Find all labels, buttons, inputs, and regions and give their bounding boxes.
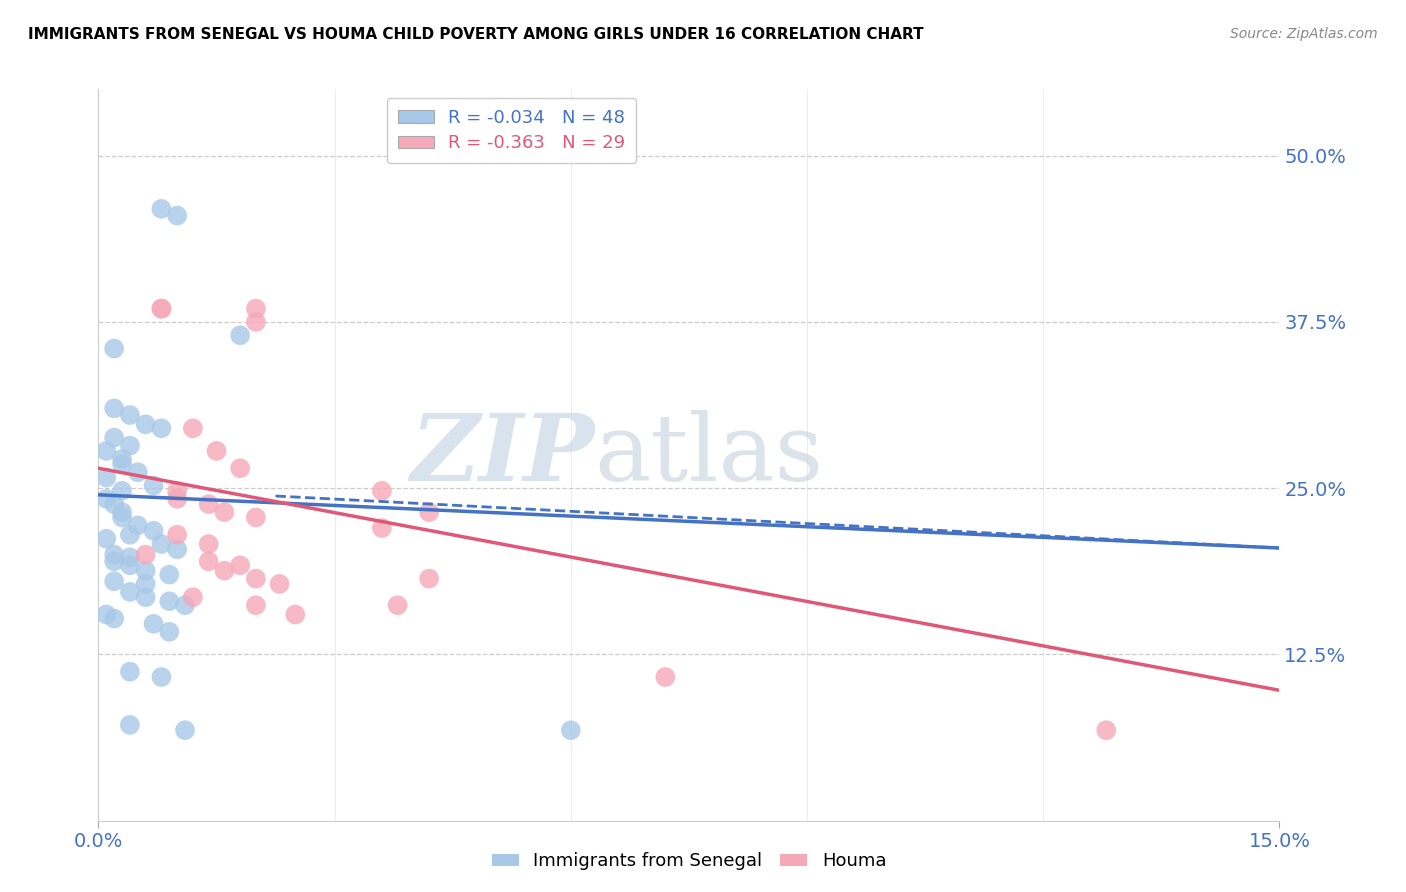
- Text: atlas: atlas: [595, 410, 824, 500]
- Point: [135, 577, 157, 591]
- Point: [103, 548, 125, 562]
- Point: [103, 497, 125, 511]
- Point: [174, 598, 197, 612]
- Point: [96, 607, 118, 622]
- Text: Source: ZipAtlas.com: Source: ZipAtlas.com: [1230, 27, 1378, 41]
- Point: [103, 574, 125, 589]
- Legend: Immigrants from Senegal, Houma: Immigrants from Senegal, Houma: [484, 845, 894, 878]
- Point: [127, 465, 149, 479]
- Point: [142, 478, 165, 492]
- Point: [111, 483, 134, 498]
- Point: [111, 505, 134, 519]
- Point: [118, 550, 141, 565]
- Point: [150, 537, 173, 551]
- Point: [118, 585, 141, 599]
- Point: [135, 564, 157, 578]
- Point: [214, 564, 236, 578]
- Point: [157, 567, 180, 582]
- Point: [96, 491, 118, 506]
- Point: [118, 527, 141, 541]
- Point: [229, 558, 252, 573]
- Point: [181, 591, 204, 605]
- Point: [654, 670, 676, 684]
- Point: [142, 616, 165, 631]
- Point: [197, 537, 219, 551]
- Point: [142, 524, 165, 538]
- Point: [197, 554, 219, 568]
- Point: [166, 491, 188, 506]
- Point: [197, 497, 219, 511]
- Point: [103, 431, 125, 445]
- Point: [103, 342, 125, 356]
- Text: ZIP: ZIP: [411, 410, 595, 500]
- Point: [118, 439, 141, 453]
- Point: [214, 505, 236, 519]
- Point: [166, 483, 188, 498]
- Point: [118, 665, 141, 679]
- Point: [157, 594, 180, 608]
- Point: [150, 421, 173, 435]
- Point: [103, 554, 125, 568]
- Point: [418, 505, 440, 519]
- Point: [245, 301, 267, 316]
- Point: [387, 598, 409, 612]
- Point: [96, 532, 118, 546]
- Point: [166, 209, 188, 223]
- Point: [111, 510, 134, 524]
- Point: [245, 315, 267, 329]
- Point: [150, 202, 173, 216]
- Point: [135, 548, 157, 562]
- Point: [371, 483, 394, 498]
- Point: [245, 510, 267, 524]
- Point: [135, 591, 157, 605]
- Point: [111, 457, 134, 471]
- Point: [245, 598, 267, 612]
- Point: [150, 301, 173, 316]
- Point: [181, 421, 204, 435]
- Point: [229, 328, 252, 343]
- Point: [284, 607, 307, 622]
- Point: [157, 624, 180, 639]
- Point: [205, 444, 228, 458]
- Point: [118, 558, 141, 573]
- Point: [135, 417, 157, 432]
- Point: [174, 723, 197, 738]
- Point: [166, 527, 188, 541]
- Point: [127, 518, 149, 533]
- Point: [418, 572, 440, 586]
- Point: [560, 723, 582, 738]
- Point: [229, 461, 252, 475]
- Point: [371, 521, 394, 535]
- Point: [96, 444, 118, 458]
- Y-axis label: Child Poverty Among Girls Under 16: Child Poverty Among Girls Under 16: [0, 293, 8, 617]
- Point: [1095, 723, 1118, 738]
- Point: [150, 301, 173, 316]
- Text: IMMIGRANTS FROM SENEGAL VS HOUMA CHILD POVERTY AMONG GIRLS UNDER 16 CORRELATION : IMMIGRANTS FROM SENEGAL VS HOUMA CHILD P…: [28, 27, 924, 42]
- Point: [166, 542, 188, 557]
- Point: [150, 670, 173, 684]
- Point: [111, 451, 134, 466]
- Point: [245, 572, 267, 586]
- Point: [269, 577, 291, 591]
- Point: [103, 401, 125, 416]
- Point: [96, 470, 118, 484]
- Point: [118, 718, 141, 732]
- Point: [103, 611, 125, 625]
- Point: [118, 408, 141, 422]
